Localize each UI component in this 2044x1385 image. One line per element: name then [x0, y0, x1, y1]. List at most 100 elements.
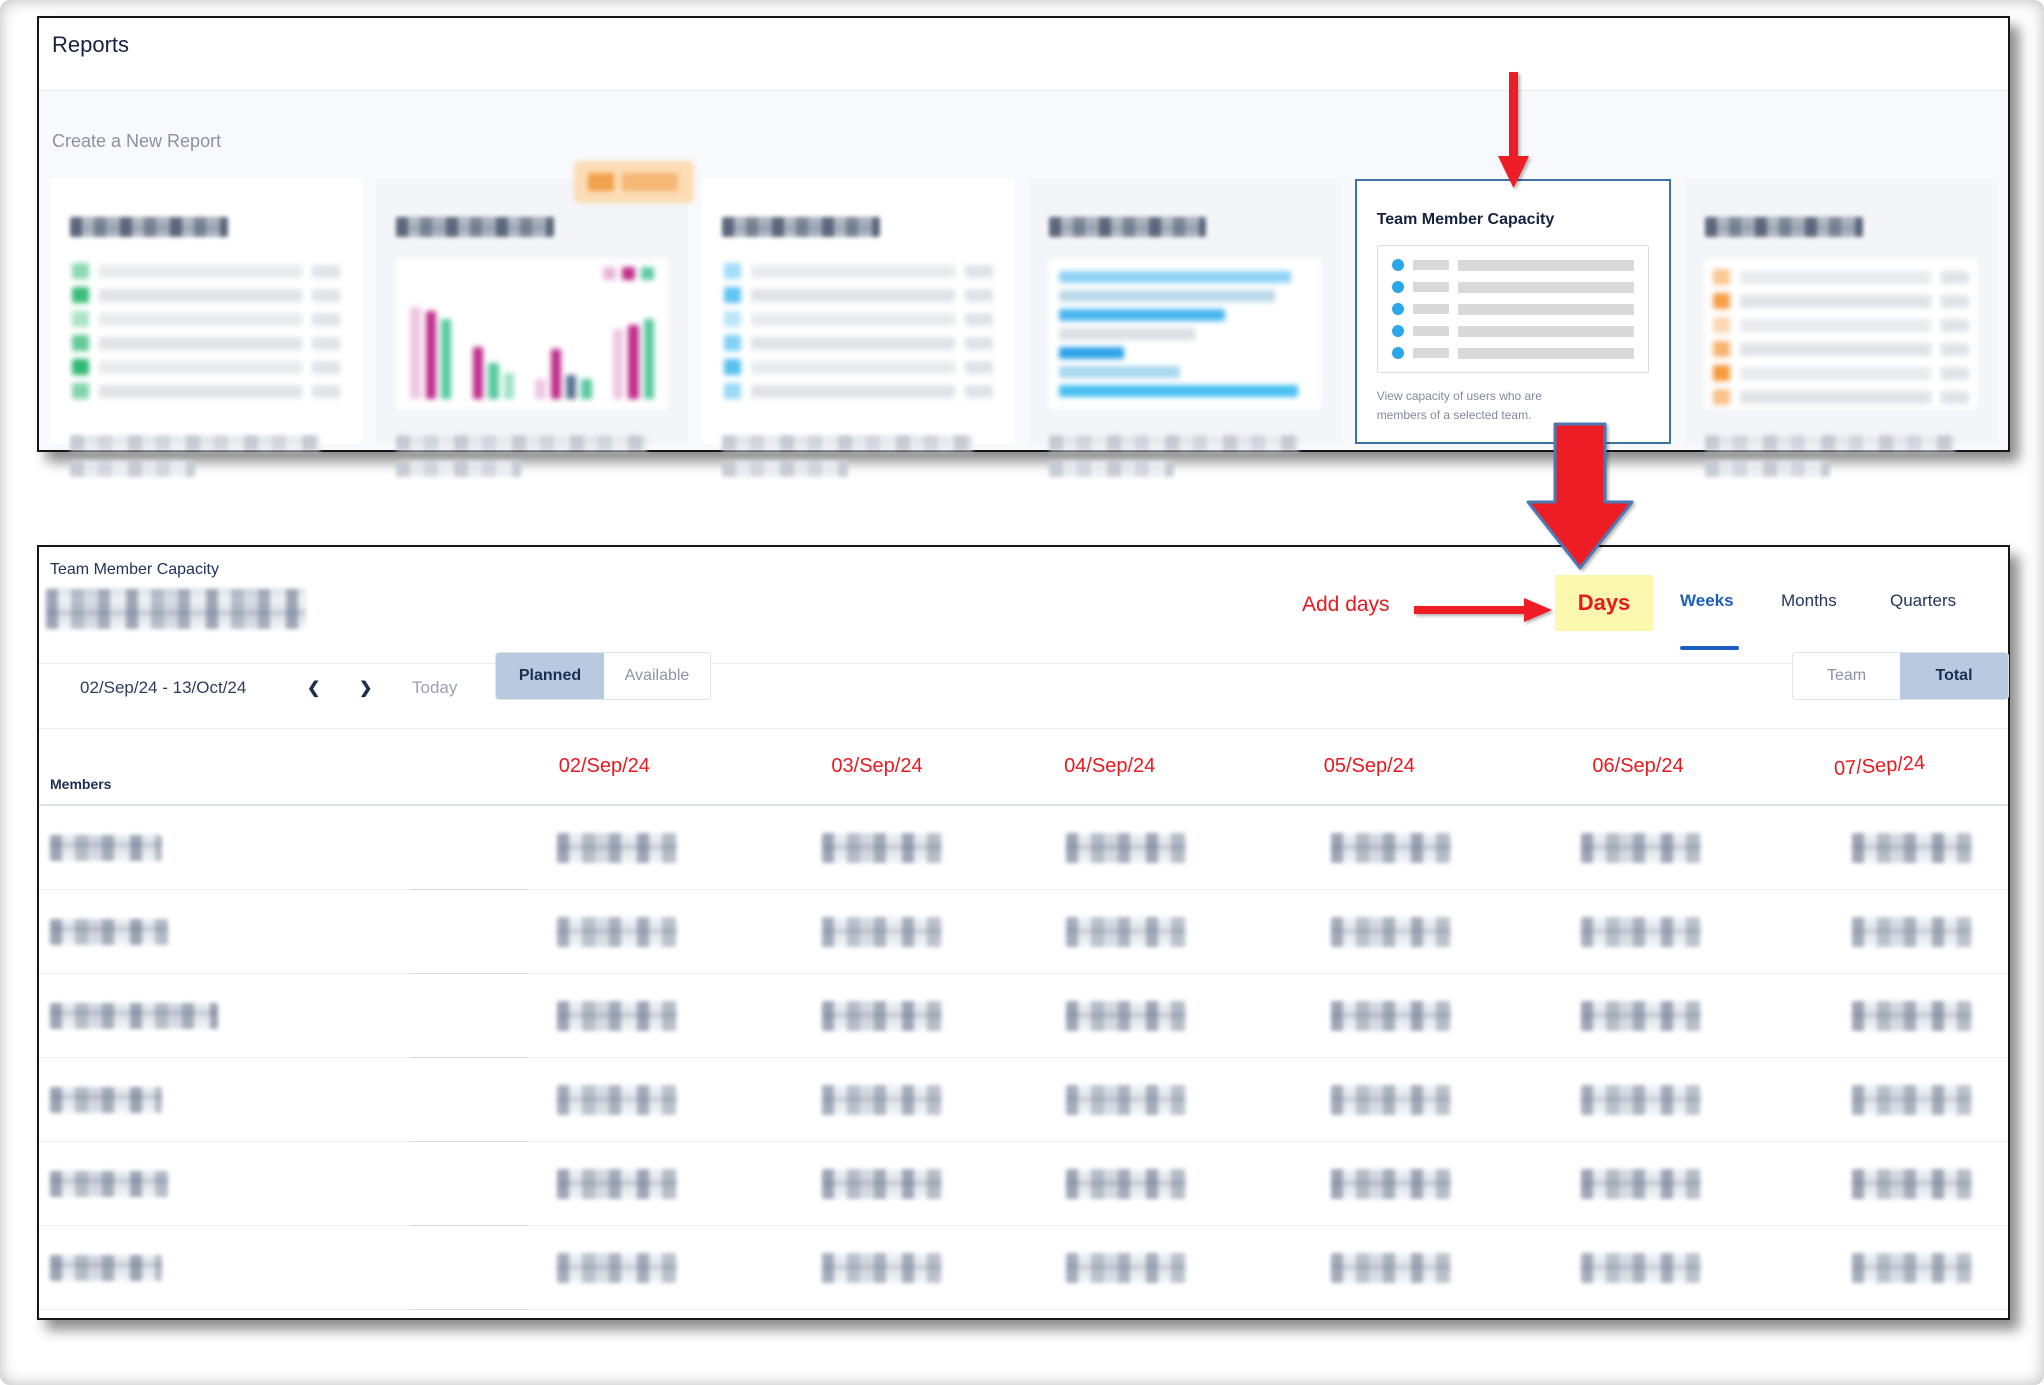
capacity-value-blur: [1580, 832, 1701, 863]
available-button[interactable]: Available: [604, 653, 710, 699]
date-column-header: 04/Sep/24: [1064, 754, 1156, 777]
card-desc-blur: [1048, 435, 1299, 451]
date-column-header: 06/Sep/24: [1592, 754, 1684, 777]
capacity-value-blur: [1065, 1168, 1186, 1199]
capacity-track: [1457, 281, 1634, 293]
capacity-thumb-row: [1391, 258, 1634, 272]
capacity-value-blur: [821, 916, 942, 947]
member-label-bar: [1412, 282, 1449, 292]
page-title: Reports: [52, 32, 130, 57]
active-tab-underline: [1680, 646, 1739, 650]
capacity-thumb-row: [1391, 346, 1634, 360]
total-button[interactable]: Total: [1900, 653, 2008, 699]
capacity-value-blur: [557, 1252, 678, 1283]
divider: [39, 728, 2008, 729]
capacity-value-blur: [1065, 1000, 1186, 1031]
annotation-big-arrow-down-icon: [1526, 422, 1634, 570]
report-card-blurred-1[interactable]: [50, 179, 363, 477]
card-desc-blur: [1704, 435, 1956, 451]
report-card-blurred-3[interactable]: [702, 179, 1015, 477]
capacity-value-blur: [1331, 1168, 1452, 1199]
tab-months[interactable]: Months: [1781, 591, 1837, 610]
capacity-track: [1457, 303, 1634, 315]
card-desc-blur: [722, 435, 973, 451]
table-row: [39, 1226, 2008, 1310]
card-title-blur: [722, 217, 881, 237]
next-period-button[interactable]: ❯: [359, 680, 373, 697]
capacity-value-blur: [1065, 916, 1186, 947]
report-card-blurred-4[interactable]: [1028, 179, 1341, 477]
spacer-cell: [410, 728, 528, 804]
table-row: [39, 1058, 2008, 1142]
member-label-bar: [1412, 260, 1449, 270]
report-card-list: Team Member Capacity View capacity of us…: [50, 161, 1998, 477]
capacity-value-blur: [821, 1168, 942, 1199]
subcolumn-cell: [410, 1142, 528, 1226]
card-title-blur: [1704, 217, 1863, 237]
planned-available-toggle: Planned Available: [495, 652, 711, 700]
capacity-value-blur: [1851, 832, 1972, 863]
table-row: [39, 974, 2008, 1058]
capacity-value-blur: [1331, 832, 1452, 863]
days-highlight-annotation: Days: [1555, 575, 1653, 631]
member-label-bar: [1412, 304, 1449, 314]
date-column-header: 05/Sep/24: [1323, 754, 1415, 777]
team-button[interactable]: Team: [1793, 653, 1900, 699]
member-dot-icon: [1391, 325, 1404, 337]
member-name-blur: [50, 1002, 218, 1029]
member-name-blur: [50, 1086, 162, 1113]
capacity-thumb-row: [1391, 302, 1634, 316]
card-desc-blur: [70, 435, 321, 451]
capacity-value-blur: [1580, 1000, 1701, 1031]
capacity-value-blur: [1065, 1252, 1186, 1283]
capacity-track: [1457, 259, 1634, 271]
capacity-table: Members 02/Sep/24 03/Sep/24 04/Sep/24 05/Se…: [39, 728, 2008, 1318]
members-column-header: Members: [50, 776, 112, 792]
card-thumbnail-horizontal-bars: [1048, 259, 1321, 409]
capacity-value-blur: [1851, 916, 1972, 947]
divider: [39, 663, 2008, 664]
capacity-value-blur: [821, 1252, 942, 1283]
capacity-value-blur: [1851, 1252, 1972, 1283]
report-card-team-member-capacity[interactable]: Team Member Capacity View capacity of us…: [1354, 179, 1671, 444]
today-button[interactable]: Today: [412, 678, 458, 697]
prev-period-button[interactable]: ❮: [307, 680, 321, 697]
report-card-blurred-6[interactable]: [1684, 179, 1998, 477]
subcolumn-cell: [410, 806, 528, 890]
capacity-value-blur: [1065, 832, 1186, 863]
annotation-arrow-right-icon: [1414, 598, 1552, 622]
tab-quarters[interactable]: Quarters: [1890, 591, 1957, 610]
capacity-value-blur: [821, 1000, 942, 1031]
planned-button[interactable]: Planned: [496, 653, 604, 699]
capacity-value-blur: [821, 1084, 942, 1115]
capacity-value-blur: [557, 916, 678, 947]
tab-weeks[interactable]: Weeks: [1680, 591, 1734, 610]
report-card-blurred-2[interactable]: [376, 161, 695, 477]
add-days-annotation: Add days: [1302, 593, 1390, 616]
card-thumbnail-list-green: [70, 259, 343, 409]
capacity-value-blur: [1331, 1000, 1452, 1031]
card-desc-blur: [1704, 461, 1831, 477]
card-thumbnail-list-blue: [722, 259, 995, 409]
capacity-value-blur: [1331, 1252, 1452, 1283]
table-header-row: Members 02/Sep/24 03/Sep/24 04/Sep/24 05/Se…: [39, 728, 2008, 806]
team-total-toggle: Team Total: [1792, 652, 2009, 700]
report-title: Team Member Capacity: [50, 561, 219, 578]
member-name-blur: [50, 1170, 168, 1197]
table-body: [39, 806, 2008, 1310]
capacity-value-blur: [1580, 1084, 1701, 1115]
card-title-blur: [1048, 217, 1207, 237]
capacity-value-blur: [557, 1084, 678, 1115]
card-desc-blur: [396, 461, 522, 477]
card-title-blur: [396, 217, 555, 237]
capacity-value-blur: [557, 832, 678, 863]
create-report-section: Create a New Report: [39, 91, 2008, 477]
capacity-value-blur: [557, 1000, 678, 1031]
table-row: [39, 1142, 2008, 1226]
capacity-value-blur: [1851, 1084, 1972, 1115]
capacity-value-blur: [1580, 1252, 1701, 1283]
member-label-bar: [1412, 348, 1449, 358]
capacity-thumb-row: [1391, 280, 1634, 294]
subcolumn-cell: [410, 974, 528, 1058]
